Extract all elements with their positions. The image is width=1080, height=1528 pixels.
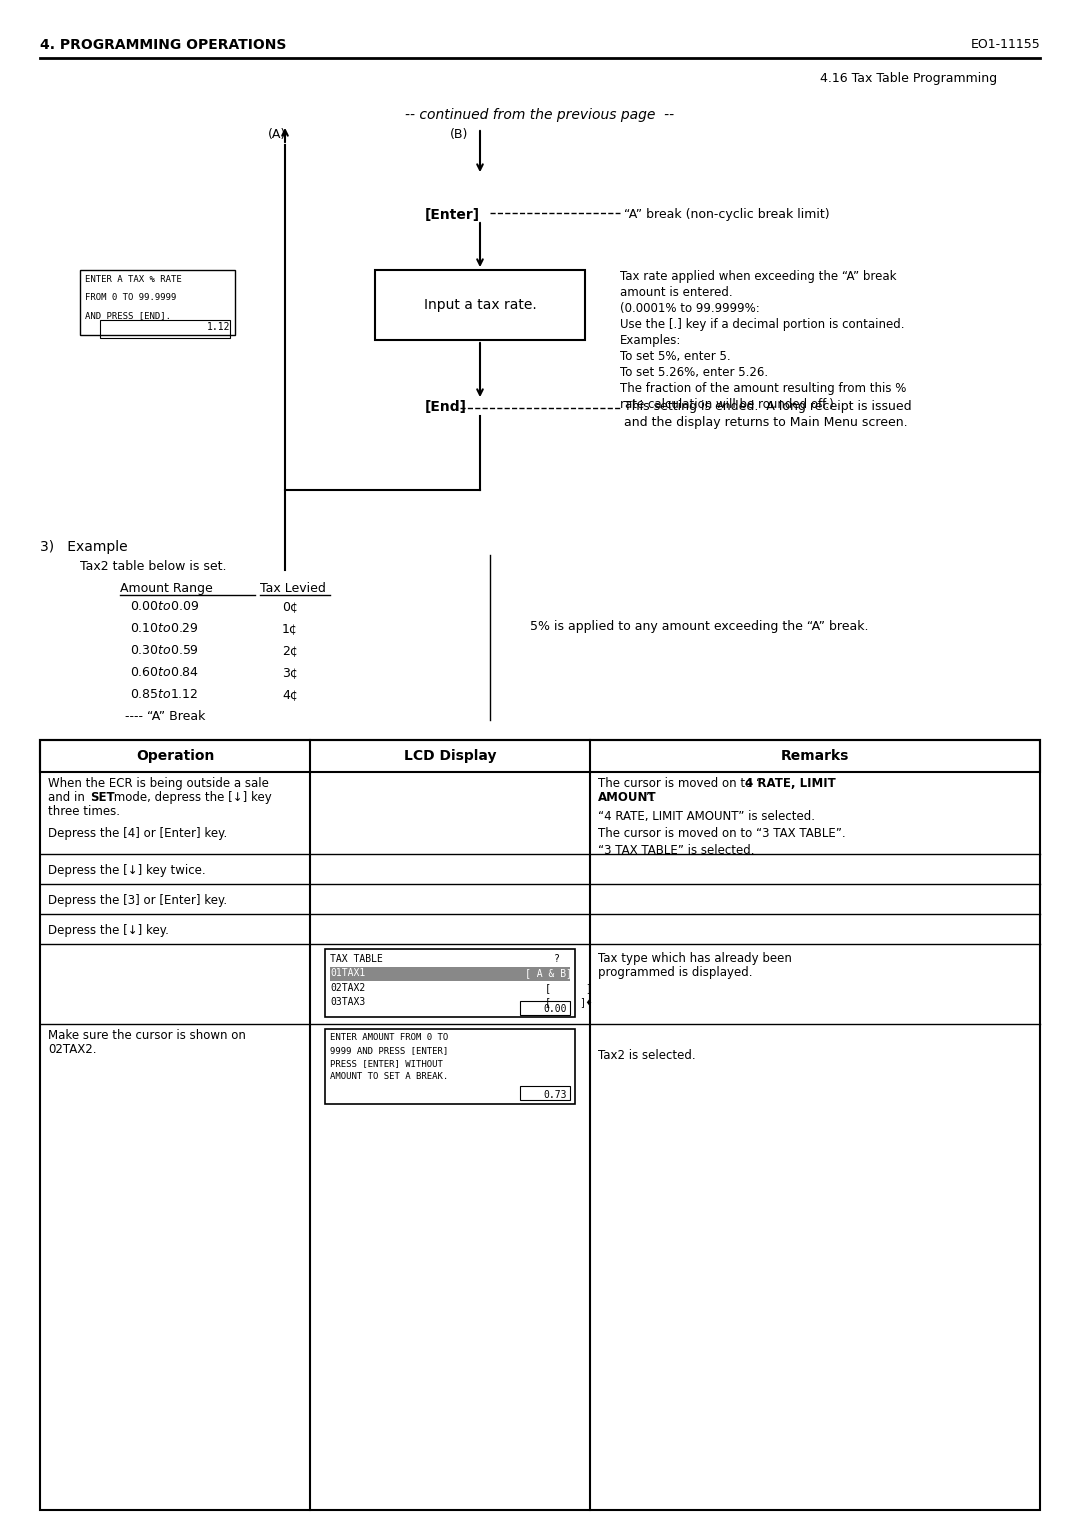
Text: ENTER A TAX % RATE: ENTER A TAX % RATE [85,275,181,284]
Text: The cursor is moved on to “3 TAX TABLE”.: The cursor is moved on to “3 TAX TABLE”. [598,827,846,840]
Bar [325,949,575,1018]
Text: 9999 AND PRESS [ENTER]: 9999 AND PRESS [ENTER] [330,1047,448,1054]
Text: “A” break (non-cyclic break limit): “A” break (non-cyclic break limit) [624,208,829,222]
Text: 0.73: 0.73 [543,1089,567,1100]
Text: -- continued from the previous page  --: -- continued from the previous page -- [405,108,675,122]
Text: Depress the [3] or [Enter] key.: Depress the [3] or [Enter] key. [48,894,227,908]
Bar [330,967,570,981]
Text: 0¢: 0¢ [282,601,298,613]
Text: $0.60 to $0.84: $0.60 to $0.84 [130,666,199,678]
Text: TAX TABLE: TAX TABLE [330,953,383,964]
Text: ?: ? [554,953,561,964]
Text: FROM 0 TO 99.9999: FROM 0 TO 99.9999 [85,293,176,303]
Text: Tax rate applied when exceeding the “A” break: Tax rate applied when exceeding the “A” … [620,270,896,283]
Text: Tax Levied: Tax Levied [260,582,326,594]
Text: Tax type which has already been: Tax type which has already been [598,952,792,966]
Text: Depress the [4] or [Enter] key.: Depress the [4] or [Enter] key. [48,827,227,840]
Text: 0.00: 0.00 [543,1004,567,1015]
Text: and the display returns to Main Menu screen.: and the display returns to Main Menu scr… [624,416,907,429]
Text: 4¢: 4¢ [282,688,298,701]
Text: Amount Range: Amount Range [120,582,213,594]
Text: AMOUNT TO SET A BREAK.: AMOUNT TO SET A BREAK. [330,1073,448,1080]
Text: 4 RATE, LIMIT: 4 RATE, LIMIT [745,778,836,790]
Text: The cursor is moved on to “: The cursor is moved on to “ [598,778,762,790]
Text: ”.: ”. [646,792,656,804]
Text: Depress the [↓] key twice.: Depress the [↓] key twice. [48,863,205,877]
Bar [100,319,230,338]
Text: $0.85 to $1.12: $0.85 to $1.12 [130,688,199,701]
Text: [End]: [End] [426,400,467,414]
Text: EO1-11155: EO1-11155 [970,38,1040,50]
Bar [80,270,235,335]
Text: Use the [.] key if a decimal portion is contained.: Use the [.] key if a decimal portion is … [620,318,905,332]
Text: [      ]: [ ] [545,983,592,993]
Text: 5% is applied to any amount exceeding the “A” break.: 5% is applied to any amount exceeding th… [530,620,868,633]
Text: When the ECR is being outside a sale: When the ECR is being outside a sale [48,778,269,790]
Text: $0.30 to $0.59: $0.30 to $0.59 [130,643,199,657]
Text: [ A & B]: [ A & B] [525,969,572,978]
Text: 3)   Example: 3) Example [40,539,127,555]
Text: rate calculation will be rounded off.): rate calculation will be rounded off.) [620,397,834,411]
Text: mode, depress the [↓] key: mode, depress the [↓] key [110,792,272,804]
Bar [40,740,1040,772]
Text: (0.0001% to 99.9999%:: (0.0001% to 99.9999%: [620,303,759,315]
Text: To set 5.26%, enter 5.26.: To set 5.26%, enter 5.26. [620,367,768,379]
Text: “4 RATE, LIMIT AMOUNT” is selected.: “4 RATE, LIMIT AMOUNT” is selected. [598,810,815,824]
Text: “3 TAX TABLE” is selected.: “3 TAX TABLE” is selected. [598,843,755,857]
Text: 03TAX3: 03TAX3 [330,996,365,1007]
Text: three times.: three times. [48,805,120,817]
Bar [519,1001,570,1015]
Text: Examples:: Examples: [620,335,681,347]
Bar [325,1028,575,1105]
Text: amount is entered.: amount is entered. [620,286,732,299]
Text: 02TAX2.: 02TAX2. [48,1044,96,1056]
Text: 1¢: 1¢ [282,622,298,636]
Text: Tax2 table below is set.: Tax2 table below is set. [80,559,227,573]
Text: SET: SET [90,792,114,804]
Text: AMOUNT: AMOUNT [598,792,657,804]
Bar [519,1086,570,1100]
Text: To set 5%, enter 5.: To set 5%, enter 5. [620,350,731,364]
Text: Operation: Operation [136,749,214,762]
Text: [     ]♦: [ ]♦ [545,996,592,1007]
Text: Make sure the cursor is shown on: Make sure the cursor is shown on [48,1028,246,1042]
Text: LCD Display: LCD Display [404,749,496,762]
Text: ENTER AMOUNT FROM 0 TO: ENTER AMOUNT FROM 0 TO [330,1033,448,1042]
Text: PRESS [ENTER] WITHOUT: PRESS [ENTER] WITHOUT [330,1059,443,1068]
Text: and in: and in [48,792,89,804]
Text: Input a tax rate.: Input a tax rate. [423,298,537,312]
Bar [40,740,1040,1510]
Text: (A): (A) [268,128,286,141]
Text: 1.12: 1.12 [206,322,230,332]
Text: This setting is ended.  A long receipt is issued: This setting is ended. A long receipt is… [624,400,912,413]
Text: The fraction of the amount resulting from this %: The fraction of the amount resulting fro… [620,382,906,396]
Bar [375,270,585,341]
Text: 3¢: 3¢ [282,666,298,678]
Text: $0.10 to $0.29: $0.10 to $0.29 [130,622,199,636]
Text: 02TAX2: 02TAX2 [330,983,365,993]
Text: 2¢: 2¢ [282,643,298,657]
Text: 4. PROGRAMMING OPERATIONS: 4. PROGRAMMING OPERATIONS [40,38,286,52]
Text: $0.00 to $0.09: $0.00 to $0.09 [130,601,200,613]
Text: Depress the [↓] key.: Depress the [↓] key. [48,924,168,937]
Text: [Enter]: [Enter] [426,208,481,222]
Text: Tax2 is selected.: Tax2 is selected. [598,1050,696,1062]
Text: ---- “A” Break: ---- “A” Break [125,711,205,723]
Text: (B): (B) [450,128,469,141]
Text: 01TAX1: 01TAX1 [330,969,365,978]
Text: AND PRESS [END].: AND PRESS [END]. [85,312,171,319]
Text: 4.16 Tax Table Programming: 4.16 Tax Table Programming [820,72,997,86]
Text: programmed is displayed.: programmed is displayed. [598,966,753,979]
Text: Remarks: Remarks [781,749,849,762]
